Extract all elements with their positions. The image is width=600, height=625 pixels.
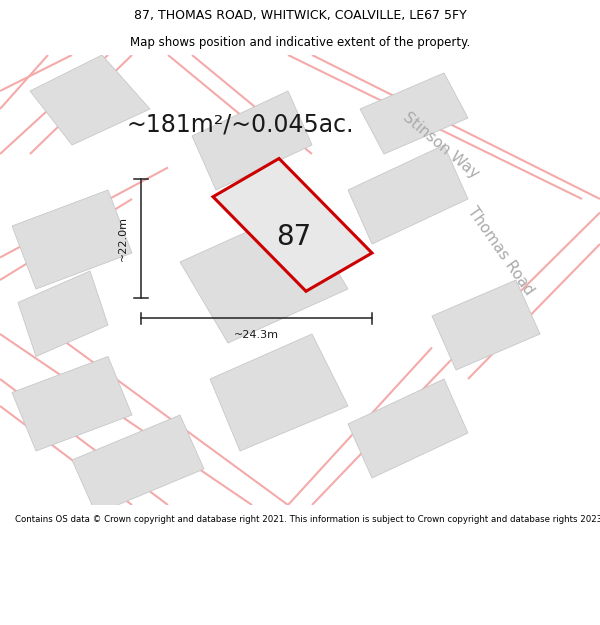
- Text: ~24.3m: ~24.3m: [234, 329, 279, 339]
- Polygon shape: [192, 91, 312, 190]
- Polygon shape: [72, 415, 204, 514]
- Polygon shape: [180, 208, 348, 343]
- Polygon shape: [348, 379, 468, 478]
- Text: ~22.0m: ~22.0m: [118, 216, 128, 261]
- Polygon shape: [30, 55, 150, 145]
- Polygon shape: [348, 145, 468, 244]
- Text: 87: 87: [277, 223, 311, 251]
- Polygon shape: [12, 356, 132, 451]
- Text: 87, THOMAS ROAD, WHITWICK, COALVILLE, LE67 5FY: 87, THOMAS ROAD, WHITWICK, COALVILLE, LE…: [134, 9, 466, 22]
- Text: Thomas Road: Thomas Road: [465, 204, 537, 298]
- Text: Map shows position and indicative extent of the property.: Map shows position and indicative extent…: [130, 36, 470, 49]
- Polygon shape: [213, 159, 372, 291]
- Polygon shape: [360, 73, 468, 154]
- Text: Contains OS data © Crown copyright and database right 2021. This information is : Contains OS data © Crown copyright and d…: [15, 514, 600, 524]
- Polygon shape: [12, 190, 132, 289]
- Polygon shape: [18, 271, 108, 356]
- Polygon shape: [432, 280, 540, 370]
- Text: Stinson Way: Stinson Way: [400, 109, 482, 181]
- Text: ~181m²/~0.045ac.: ~181m²/~0.045ac.: [126, 112, 354, 137]
- Polygon shape: [210, 334, 348, 451]
